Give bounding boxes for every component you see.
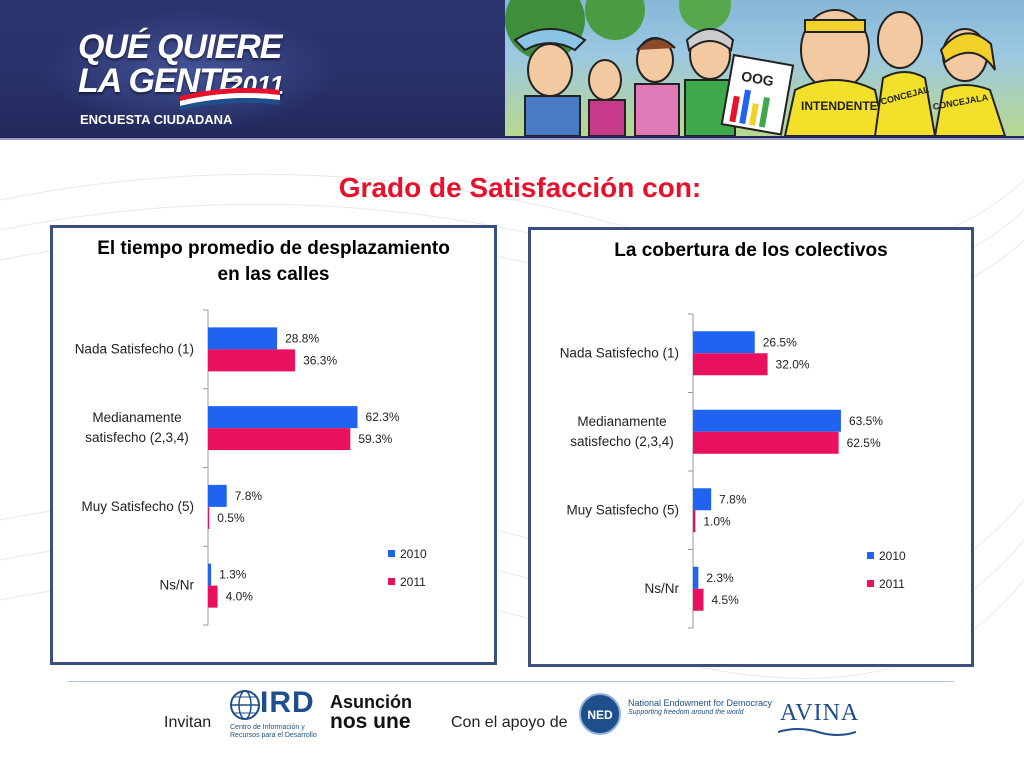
con-apoyo-label: Con el apoyo de (451, 714, 568, 731)
bar-2010-1 (693, 409, 841, 432)
data-label-2011-1: 62.5% (847, 436, 881, 450)
cartoon-sign-intendente: INTENDENTE (801, 99, 878, 113)
bar-2011-3 (693, 588, 704, 611)
invitan-label: Invitan (164, 714, 212, 731)
category-label: Muy Satisfecho (5) (81, 499, 194, 514)
category-label: Muy Satisfecho (5) (566, 502, 679, 517)
category-label: Nada Satisfecho (1) (75, 341, 194, 356)
category-label: Medianamente satisfecho (2,3,4) (570, 414, 674, 449)
chart-title-line1: El tiempo promedio de desplazamiento (97, 238, 450, 259)
data-label-2010-2: 7.8% (235, 489, 263, 503)
legend-swatch-2011 (388, 578, 395, 585)
category-label: Ns/Nr (160, 578, 195, 593)
cartoon-crowd-image: OOG INTENDENTE CONCEJAL CONCEJALA (505, 0, 1007, 136)
data-label-2010-3: 2.3% (706, 571, 734, 585)
data-label-2010-1: 63.5% (849, 414, 883, 428)
ned-logo-line2: Supporting freedom around the world (628, 709, 744, 716)
chart-title-line2: en las calles (217, 264, 330, 285)
bar-2010-3 (208, 563, 212, 586)
ned-logo: NED National Endowment for Democracy Sup… (578, 692, 772, 736)
legend-label-2010: 2010 (879, 549, 906, 563)
data-label-2010-0: 28.8% (285, 331, 319, 345)
chart-title: La cobertura de los colectivos (531, 238, 971, 264)
category-label: Ns/Nr (645, 581, 680, 596)
data-label-2011-0: 32.0% (776, 357, 810, 371)
bar-chart-colectivos: Nada Satisfecho (1) 26.5% 32.0% Medianament… (560, 313, 906, 629)
ird-logo-subtitle: Centro de Información y Recursos para el… (230, 724, 317, 739)
bar-2010-2 (693, 488, 712, 511)
globe-icon (230, 690, 260, 720)
asuncion-logo-line2: nos une (330, 710, 411, 733)
chart-title-line1: La cobertura de los colectivos (614, 240, 888, 261)
data-label-2010-1: 62.3% (366, 410, 400, 424)
bar-2011-2 (693, 510, 696, 533)
bar-2011-2 (208, 506, 210, 529)
footer-divider (68, 681, 954, 682)
legend-label-2010: 2010 (400, 547, 427, 561)
data-label-2011-1: 59.3% (358, 432, 392, 446)
chart-panel-tiempo: El tiempo promedio de desplazamiento en … (50, 225, 497, 665)
bar-2011-0 (693, 353, 768, 376)
data-label-2011-3: 4.5% (711, 593, 739, 607)
page-title: Grado de Satisfacción con: (338, 172, 702, 203)
avina-logo-text: AVINA (780, 700, 860, 726)
bar-2011-0 (208, 349, 296, 372)
avina-logo: AVINA (778, 694, 860, 738)
category-label: Medianamente satisfecho (2,3,4) (85, 410, 189, 445)
banner-glow (40, 10, 340, 130)
asuncion-logo-line1: Asunción (330, 692, 413, 712)
bar-2011-1 (693, 431, 839, 454)
ird-logo-text: IRD (260, 686, 315, 719)
chart-title: El tiempo promedio de desplazamiento en … (53, 236, 494, 288)
bar-2010-2 (208, 484, 227, 507)
bar-2010-3 (693, 566, 699, 589)
cartoon-illustration: OOG INTENDENTE CONCEJAL CONCEJALA (505, 0, 1024, 136)
legend-label-2011: 2011 (879, 577, 905, 591)
brand-subtitle: ENCUESTA CIUDADANA (80, 112, 233, 127)
data-label-2011-2: 0.5% (217, 511, 245, 525)
data-label-2010-3: 1.3% (219, 568, 247, 582)
data-label-2011-0: 36.3% (303, 353, 337, 367)
flag-swoosh-icon (180, 88, 280, 110)
bar-2010-0 (208, 327, 278, 350)
bar-2011-1 (208, 428, 351, 451)
data-label-2011-2: 1.0% (703, 514, 731, 528)
bar-chart-tiempo: Nada Satisfecho (1) 28.8% 36.3% Medianament… (75, 309, 427, 626)
asuncion-logo: Asunción nos une (330, 692, 414, 736)
ned-badge-icon: NED (579, 693, 621, 735)
ird-logo: IRD Centro de Información y Recursos par… (230, 686, 317, 740)
header-banner: QUÉ QUIERE LA GENTE 2011 ENCUESTA CIUDAD… (0, 0, 1024, 140)
data-label-2010-0: 26.5% (763, 335, 797, 349)
bar-2011-3 (208, 585, 218, 608)
bar-2010-1 (208, 406, 358, 429)
cartoon-sign-oog: OOG (740, 68, 775, 89)
category-label: Nada Satisfecho (1) (560, 345, 679, 360)
brand-title-line1: QUÉ QUIERE (78, 28, 282, 66)
avina-wave-icon (778, 728, 856, 736)
legend-swatch-2010 (388, 550, 395, 557)
ned-badge-text: NED (587, 708, 613, 722)
legend-label-2011: 2011 (400, 575, 426, 589)
legend-swatch-2011 (867, 580, 874, 587)
ned-logo-line1: National Endowment for Democracy (628, 698, 773, 708)
data-label-2011-3: 4.0% (226, 590, 254, 604)
data-label-2010-2: 7.8% (719, 492, 747, 506)
chart-panel-colectivos: La cobertura de los colectivos Nada Sati… (528, 227, 974, 667)
bar-2010-0 (693, 331, 755, 354)
legend-swatch-2010 (867, 552, 874, 559)
